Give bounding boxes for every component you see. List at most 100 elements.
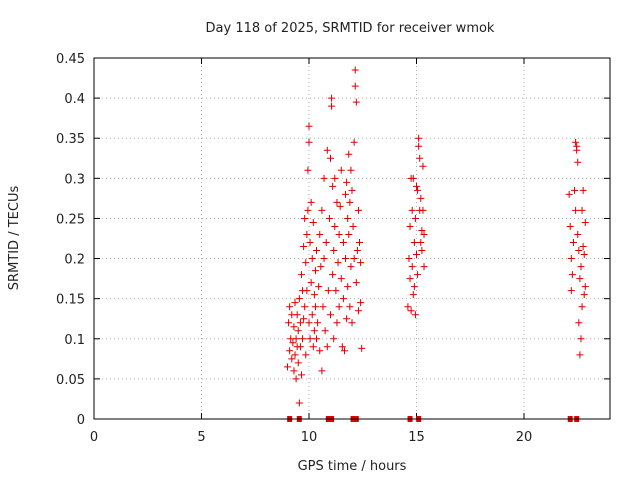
data-point <box>342 190 350 198</box>
data-point <box>410 239 418 247</box>
data-point <box>575 247 583 255</box>
data-point <box>333 319 341 327</box>
data-point <box>347 166 355 174</box>
data-point <box>578 206 586 214</box>
data-point <box>404 303 412 311</box>
data-point <box>344 283 352 291</box>
data-point <box>344 214 352 222</box>
data-point <box>290 323 298 331</box>
data-point <box>351 82 359 90</box>
data-point <box>286 347 294 355</box>
y-axis-label: SRMTID / TECUs <box>7 186 22 291</box>
data-point <box>345 150 353 158</box>
data-point <box>411 311 419 319</box>
data-point <box>574 230 582 238</box>
data-point <box>336 202 344 210</box>
y-tick-label: 0.3 <box>64 172 85 187</box>
data-point <box>321 327 329 335</box>
data-point <box>340 347 348 355</box>
data-point <box>417 194 425 202</box>
data-point <box>409 291 417 299</box>
data-point <box>569 239 577 247</box>
data-point <box>311 267 319 275</box>
data-point <box>293 311 301 319</box>
axis-ticks: 0 0.05 0.1 0.15 0.2 0.25 0.3 0.35 0.4 0.45 0 5 10 15 2… <box>56 52 610 445</box>
data-point <box>416 154 424 162</box>
data-point <box>337 166 345 174</box>
data-point <box>317 263 325 271</box>
data-point <box>322 239 330 247</box>
data-point <box>417 239 425 247</box>
data-point <box>567 287 575 295</box>
data-point <box>296 343 304 351</box>
data-point <box>303 287 311 295</box>
plot-frame <box>93 57 611 420</box>
data-point <box>350 255 358 263</box>
data-point <box>408 206 416 214</box>
data-point <box>331 174 339 182</box>
y-tick-label: 0.4 <box>64 92 85 107</box>
data-point <box>320 255 328 263</box>
data-point <box>571 186 579 194</box>
data-point <box>345 230 353 238</box>
data-point <box>354 307 362 315</box>
data-point <box>296 319 304 327</box>
data-point <box>289 339 297 347</box>
data-point <box>350 138 358 146</box>
data-point <box>291 299 299 307</box>
data-point <box>357 299 365 307</box>
data-point <box>292 335 300 343</box>
y-tick-label: 0 <box>77 413 85 428</box>
data-point <box>301 214 309 222</box>
data-point <box>581 283 589 291</box>
data-point <box>581 218 589 226</box>
data-point <box>304 206 312 214</box>
data-point <box>343 315 351 323</box>
data-point <box>354 206 362 214</box>
data-point <box>300 243 308 251</box>
data-point <box>406 222 414 230</box>
data-point <box>334 259 342 267</box>
data-point <box>572 138 580 146</box>
data-point <box>351 66 359 74</box>
data-point <box>295 295 303 303</box>
data-point <box>309 343 317 351</box>
data-point <box>415 142 423 150</box>
data-point <box>566 222 574 230</box>
data-point <box>299 335 307 343</box>
data-point <box>346 303 354 311</box>
data-point <box>419 162 427 170</box>
data-point <box>418 247 426 255</box>
data-point <box>328 102 336 110</box>
data-point <box>313 247 321 255</box>
data-point <box>330 247 338 255</box>
data-point <box>575 319 583 327</box>
data-point <box>333 198 341 206</box>
data-point <box>406 275 414 283</box>
data-point <box>310 291 318 299</box>
data-point <box>295 399 303 407</box>
data-point <box>291 351 299 359</box>
data-point <box>288 355 296 363</box>
data-point <box>567 255 575 263</box>
chart-title: Day 118 of 2025, SRMTID for receiver wmo… <box>206 21 495 36</box>
data-point <box>284 363 291 371</box>
data-point <box>297 371 305 379</box>
data-point <box>419 206 427 214</box>
data-point <box>579 186 587 194</box>
data-point <box>568 271 576 279</box>
data-point <box>420 263 428 271</box>
data-point <box>339 239 347 247</box>
data-point <box>414 186 422 194</box>
data-point <box>330 335 338 343</box>
data-point <box>308 311 316 319</box>
data-point <box>356 239 364 247</box>
data-point <box>418 226 426 234</box>
data-point <box>342 255 350 263</box>
data-point <box>348 186 356 194</box>
data-point <box>338 343 346 351</box>
data-point <box>285 319 293 327</box>
data-point <box>311 303 319 311</box>
data-point <box>307 198 315 206</box>
